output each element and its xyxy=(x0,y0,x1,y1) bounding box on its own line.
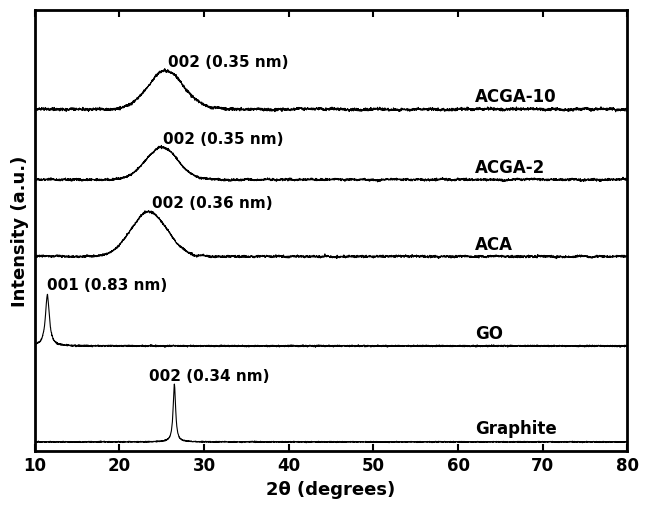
Y-axis label: Intensity (a.u.): Intensity (a.u.) xyxy=(11,156,29,307)
X-axis label: 2θ (degrees): 2θ (degrees) xyxy=(266,480,396,498)
Text: 002 (0.34 nm): 002 (0.34 nm) xyxy=(149,368,270,383)
Text: GO: GO xyxy=(475,324,503,343)
Text: 001 (0.83 nm): 001 (0.83 nm) xyxy=(47,277,168,292)
Text: ACA: ACA xyxy=(475,235,513,253)
Text: ACGA-2: ACGA-2 xyxy=(475,158,545,177)
Text: ACGA-10: ACGA-10 xyxy=(475,88,556,106)
Text: 002 (0.35 nm): 002 (0.35 nm) xyxy=(168,55,289,70)
Text: 002 (0.36 nm): 002 (0.36 nm) xyxy=(151,195,272,211)
Text: Graphite: Graphite xyxy=(475,419,556,437)
Text: 002 (0.35 nm): 002 (0.35 nm) xyxy=(163,132,284,147)
